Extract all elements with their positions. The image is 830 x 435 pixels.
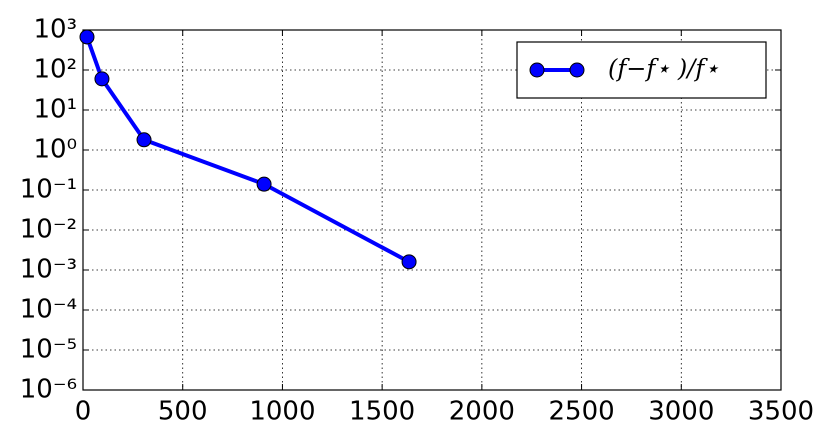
y-tick-label: 10⁻³ xyxy=(20,255,77,285)
data-point xyxy=(94,71,110,87)
x-tick-label: 1000 xyxy=(249,397,315,427)
y-tick-label: 10⁻¹ xyxy=(20,175,77,205)
y-tick-label: 10² xyxy=(33,55,77,85)
y-tick-label: 10⁻⁵ xyxy=(20,335,77,365)
x-tick-label: 500 xyxy=(158,397,208,427)
y-tick-label: 10³ xyxy=(33,15,77,45)
plot-frame xyxy=(82,29,782,391)
y-tick-label: 10⁻² xyxy=(20,215,77,245)
x-tick-label: 3500 xyxy=(748,397,814,427)
data-point xyxy=(79,29,95,45)
legend-marker xyxy=(569,62,585,78)
legend-label: (f−f⋆ )/f⋆ xyxy=(608,55,719,83)
y-tick-label: 10¹ xyxy=(33,95,77,125)
data-point xyxy=(401,254,417,270)
data-point xyxy=(256,176,272,192)
x-tick-label: 3000 xyxy=(648,397,714,427)
x-tick-label: 2500 xyxy=(548,397,614,427)
x-tick-label: 0 xyxy=(75,397,92,427)
y-tick-label: 10⁰ xyxy=(33,135,77,165)
series-line xyxy=(85,36,411,264)
legend-marker xyxy=(529,62,545,78)
y-tick-label: 10⁻⁶ xyxy=(20,375,77,405)
legend: (f−f⋆ )/f⋆ xyxy=(516,41,767,99)
x-tick-label: 2000 xyxy=(449,397,515,427)
data-point xyxy=(136,132,152,148)
x-tick-label: 1500 xyxy=(349,397,415,427)
y-tick-label: 10⁻⁴ xyxy=(20,295,77,325)
